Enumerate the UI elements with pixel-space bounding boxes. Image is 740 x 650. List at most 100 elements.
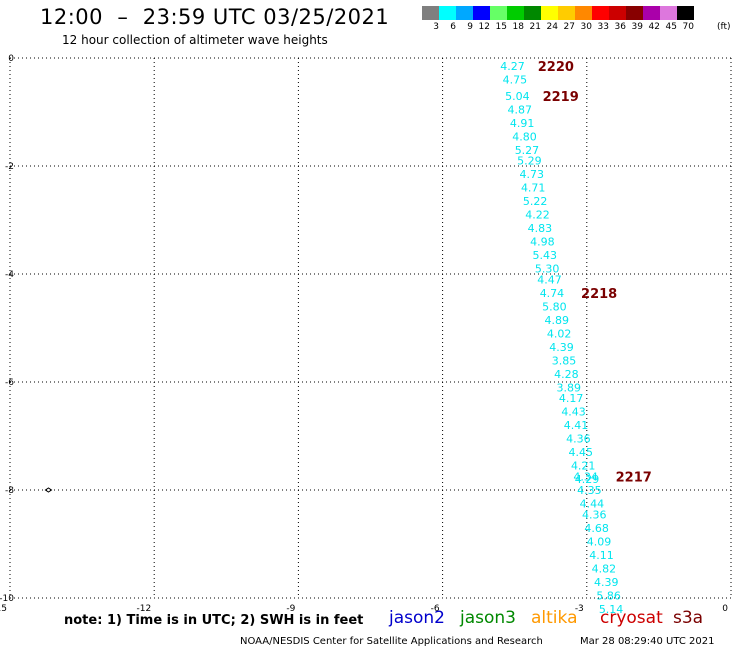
wave-height-label: 5.04: [505, 90, 530, 103]
wave-height-label: 4.41: [564, 419, 589, 432]
wave-height-label: 4.80: [512, 130, 537, 143]
wave-height-label: 4.28: [554, 368, 579, 381]
y-tick-label: -10: [0, 594, 14, 604]
color-swatch-label: 21: [529, 22, 541, 32]
y-tick-label: 0: [8, 54, 14, 64]
color-swatch: [660, 6, 677, 20]
color-swatch-label: 6: [450, 22, 456, 32]
color-swatch-label: 30: [580, 22, 592, 32]
map-subtitle: 12 hour collection of altimeter wave hei…: [62, 33, 328, 47]
wave-height-label: 5.86: [596, 589, 621, 602]
wave-height-label: 5.14: [599, 603, 624, 616]
wave-height-label: 4.91: [510, 117, 534, 130]
color-swatch: [643, 6, 660, 20]
wave-height-label: 4.39: [594, 576, 619, 589]
color-swatch-label: 39: [631, 22, 643, 32]
wave-height-label: 4.47: [537, 273, 562, 286]
color-swatch: [558, 6, 575, 20]
color-swatch-label: 3: [433, 22, 439, 32]
wave-height-label: 5.27: [515, 144, 540, 157]
pass-time-label: 2218: [581, 287, 617, 302]
x-tick-label: -9: [286, 604, 295, 614]
wave-height-label: 4.87: [507, 103, 532, 116]
color-swatch: [541, 6, 558, 20]
wave-height-label: 4.21: [571, 460, 596, 473]
color-swatch-label: 18: [512, 22, 524, 32]
color-swatch-label: 36: [614, 22, 626, 32]
wave-height-label: 4.27: [500, 60, 525, 73]
wave-height-label: 5.29: [517, 155, 542, 168]
x-tick-label: -3: [575, 604, 584, 614]
wave-height-label: 4.73: [520, 168, 545, 181]
wave-height-label: 4.44: [580, 498, 605, 511]
legend-item-jason3: jason3: [460, 608, 516, 628]
color-swatch: [473, 6, 490, 20]
wave-height-label: 4.98: [530, 236, 555, 249]
wave-height-label: 4.36: [582, 508, 607, 521]
color-swatch-label: 45: [665, 22, 677, 32]
x-tick-label: -6: [431, 604, 440, 614]
color-swatch: [626, 6, 643, 20]
wave-height-label: 5.43: [532, 249, 557, 262]
wave-height-label: 4.68: [584, 522, 609, 535]
pass-time-label: 2220: [538, 60, 574, 75]
island-marker: [44, 487, 53, 493]
wave-height-label: 4.83: [528, 222, 553, 235]
color-scale-labels: 3 6 9 12 15 18 21 24 27 30 33 36 39 42 45 70: [422, 22, 694, 32]
color-swatch: [422, 6, 439, 20]
legend-item-altika: altika: [531, 608, 578, 628]
color-swatch: [575, 6, 592, 20]
color-swatch: [677, 6, 694, 20]
wave-height-label: 4.89: [545, 314, 570, 327]
wave-height-label: 4.09: [587, 535, 612, 548]
credit-text: NOAA/NESDIS Center for Satellite Applica…: [240, 636, 543, 647]
wave-height-label: 4.39: [549, 341, 574, 354]
x-tick-label: -12: [136, 604, 151, 614]
wave-height-label: 4.71: [521, 182, 546, 195]
generated-timestamp: Mar 28 08:29:40 UTC 2021: [580, 636, 715, 647]
x-tick-label: 0: [722, 604, 728, 614]
wave-height-label: 4.45: [569, 446, 594, 459]
color-swatch-label: 70: [682, 22, 694, 32]
pass-time-label: 2219: [543, 90, 579, 105]
y-tick-label: -8: [5, 486, 14, 496]
wave-height-label: 4.22: [525, 209, 550, 222]
wave-height-label: 4.17: [559, 392, 584, 405]
y-tick-label: -6: [5, 378, 14, 388]
wave-height-label: 5.30: [535, 263, 560, 276]
color-swatch: [456, 6, 473, 20]
wave-height-label: 5.22: [523, 195, 548, 208]
color-swatch: [609, 6, 626, 20]
color-swatch: [439, 6, 456, 20]
y-tick-label: -4: [5, 270, 14, 280]
wave-height-label: 3.85: [552, 354, 577, 367]
wave-height-label: 4.74: [540, 287, 565, 300]
color-swatch: [490, 6, 507, 20]
wave-height-label: 4.35: [577, 484, 602, 497]
color-swatch-label: 27: [563, 22, 575, 32]
wave-height-label: 3.89: [557, 381, 582, 394]
legend-item-cryosat: cryosat: [600, 608, 663, 628]
color-swatch-label: 9: [467, 22, 473, 32]
wave-height-label: 4.36: [566, 433, 591, 446]
wave-height-label: 4.11: [589, 549, 614, 562]
color-swatch-label: 42: [648, 22, 660, 32]
map-title: 12:00 – 23:59 UTC 03/25/2021: [40, 5, 390, 29]
wave-height-label: 4.02: [547, 327, 572, 340]
wave-height-label: 4.29: [575, 473, 600, 486]
wave-height-label: 4.43: [561, 406, 586, 419]
legend-item-s3a: s3a: [673, 608, 704, 628]
wave-height-label: 4.34: [573, 471, 598, 484]
wave-height-label: 4.75: [503, 74, 528, 87]
color-swatch: [592, 6, 609, 20]
color-swatch-label: 33: [597, 22, 609, 32]
color-swatch-label: 12: [478, 22, 490, 32]
color-swatch: [524, 6, 541, 20]
wave-height-label: 4.82: [592, 562, 617, 575]
color-scale-unit: (ft): [717, 22, 731, 32]
pass-time-label: 2217: [616, 471, 652, 486]
color-swatch-label: 15: [495, 22, 507, 32]
color-swatch-label: 24: [546, 22, 558, 32]
x-tick-label: -15: [0, 604, 7, 614]
